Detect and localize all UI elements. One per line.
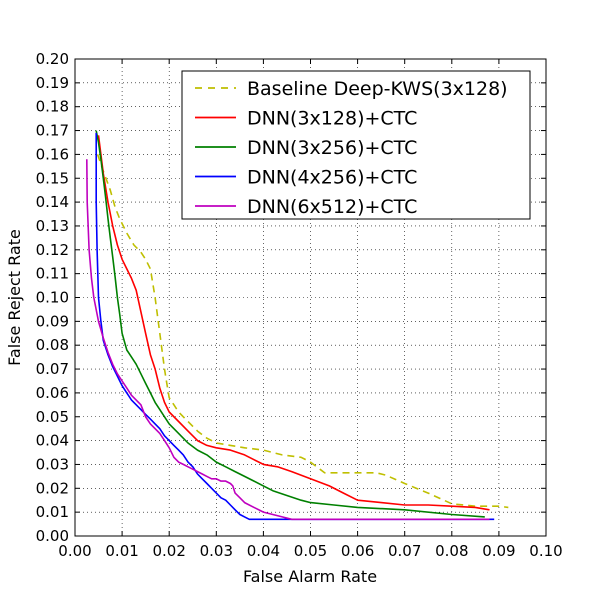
y-tick-label: 0.11 [36,265,69,283]
x-tick-label: 0.08 [435,542,468,560]
legend-items: Baseline Deep-KWS(3x128) DNN(3x128)+CTC DN… [195,78,508,218]
y-tick-label: 0.08 [36,336,69,354]
legend-label: DNN(3x256)+CTC [247,137,417,159]
x-tick-label: 0.04 [247,542,280,560]
x-tick-label: 0.05 [294,542,327,560]
x-tick-label: 0.06 [341,542,374,560]
legend-label: DNN(4x256)+CTC [247,167,417,189]
x-ticks: 0.00 0.01 0.02 0.03 0.04 0.05 0.06 0.07 0.08 0.09… [58,59,563,560]
y-tick-label: 0.13 [36,217,69,235]
legend: Baseline Deep-KWS(3x128) DNN(3x128)+CTC DN… [181,70,531,220]
y-tick-label: 0.14 [36,193,69,211]
series-line-5 [86,159,490,521]
legend-label: DNN(6x512)+CTC [247,196,417,218]
y-tick-label: 0.20 [36,50,69,68]
legend-box [181,70,531,220]
x-tick-label: 0.10 [529,542,562,560]
y-tick-label: 0.09 [36,312,69,330]
y-tick-label: 0.02 [36,479,69,497]
x-axis-label: False Alarm Rate [243,567,377,586]
y-tick-label: 0.01 [36,503,69,521]
y-tick-label: 0.04 [36,432,69,450]
y-tick-label: 0.03 [36,455,69,473]
x-tick-label: 0.03 [200,542,233,560]
x-tick-label: 0.00 [58,542,91,560]
y-tick-label: 0.16 [36,145,69,163]
y-tick-label: 0.15 [36,169,69,187]
y-tick-label: 0.10 [36,289,69,307]
x-tick-label: 0.09 [482,542,515,560]
series-layer [86,130,509,521]
y-tick-label: 0.06 [36,384,69,402]
y-ticks: 0.00 0.01 0.02 0.03 0.04 0.05 0.06 0.07 0.08 0.09… [36,50,546,545]
series-line-4 [95,132,495,521]
y-tick-label: 0.19 [36,74,69,92]
series-line-1 [96,154,509,509]
x-tick-label: 0.01 [105,542,138,560]
y-tick-label: 0.00 [36,527,69,545]
x-tick-label: 0.07 [388,542,421,560]
legend-label: DNN(3x128)+CTC [247,108,417,130]
y-tick-label: 0.07 [36,360,69,378]
x-tick-label: 0.02 [152,542,185,560]
series-line-3 [95,130,485,518]
y-tick-label: 0.18 [36,98,69,116]
series-line-2 [97,135,490,511]
y-tick-label: 0.17 [36,122,69,140]
legend-label: Baseline Deep-KWS(3x128) [247,78,508,100]
y-tick-label: 0.05 [36,408,69,426]
y-axis-label: False Reject Rate [5,229,24,366]
y-tick-label: 0.12 [36,241,69,259]
